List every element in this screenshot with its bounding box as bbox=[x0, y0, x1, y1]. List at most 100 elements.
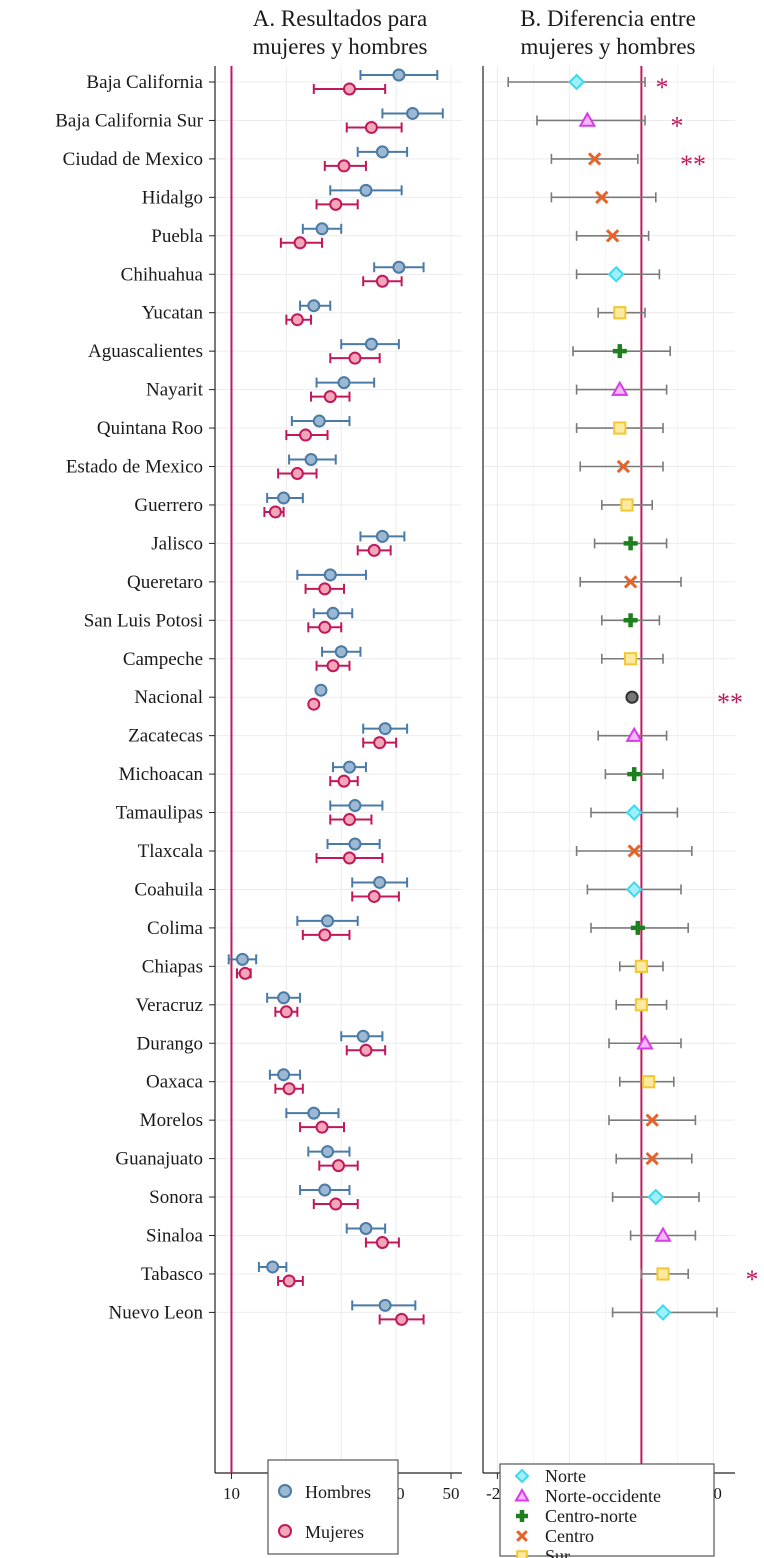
point-hombres bbox=[392, 260, 406, 274]
point-hombres bbox=[277, 991, 291, 1005]
legend-b-marker-centro-norte bbox=[516, 1510, 528, 1522]
point-hombres bbox=[406, 106, 420, 120]
point-hombres bbox=[356, 1029, 370, 1043]
state-label: Tamaulipas bbox=[116, 803, 203, 824]
state-label: Baja California Sur bbox=[55, 110, 203, 131]
legend-b-marker-sur bbox=[516, 1550, 528, 1558]
diff-point-centro bbox=[587, 152, 602, 166]
point-mujeres bbox=[373, 736, 387, 750]
point-mujeres bbox=[359, 1043, 373, 1057]
point-mujeres bbox=[293, 236, 307, 250]
diff-point-norte bbox=[625, 881, 643, 898]
legend-a-marker-hombres bbox=[278, 1484, 292, 1498]
point-hombres bbox=[373, 875, 387, 889]
diff-point-norte-occidente bbox=[611, 380, 629, 396]
point-mujeres bbox=[337, 159, 351, 173]
point-mujeres bbox=[307, 697, 321, 711]
diff-point-centro bbox=[645, 1113, 659, 1127]
legend-a-label-mujeres: Mujeres bbox=[305, 1522, 364, 1542]
state-label: Morelos bbox=[140, 1110, 203, 1131]
legend-b-marker-centro bbox=[516, 1530, 528, 1542]
diff-point-nacional bbox=[625, 690, 639, 704]
diff-point-sur bbox=[634, 959, 648, 973]
point-mujeres bbox=[323, 390, 337, 404]
point-mujeres bbox=[290, 467, 304, 480]
state-label: Nacional bbox=[134, 687, 203, 708]
state-label: Guanajuato bbox=[115, 1149, 203, 1170]
state-label: Baja California bbox=[86, 72, 203, 93]
diff-point-centro bbox=[605, 229, 620, 243]
legend-b-label-sur: Sur bbox=[545, 1546, 570, 1558]
panel-a-title-line-1: A. Resultados para bbox=[253, 6, 427, 31]
significance-marker: * bbox=[671, 111, 684, 140]
significance-marker: ** bbox=[680, 150, 706, 179]
significance-marker: * bbox=[746, 1265, 759, 1294]
legend-a-box bbox=[267, 1459, 399, 1555]
point-mujeres bbox=[318, 620, 332, 634]
state-label: Aguascalientes bbox=[88, 341, 203, 362]
state-label: Estado de Mexico bbox=[66, 457, 203, 478]
diff-point-norte-occidente bbox=[654, 1226, 672, 1242]
point-mujeres bbox=[375, 274, 389, 288]
point-hombres bbox=[337, 376, 351, 390]
point-hombres bbox=[304, 453, 318, 466]
point-mujeres bbox=[282, 1274, 296, 1288]
point-mujeres bbox=[342, 851, 356, 865]
legend-b-marker-norte-occidente bbox=[514, 1487, 530, 1502]
panel-a-xtick-label: 10 bbox=[223, 1484, 240, 1503]
point-mujeres bbox=[238, 966, 252, 980]
state-label: Quintana Roo bbox=[97, 418, 203, 439]
point-mujeres bbox=[364, 120, 378, 134]
point-mujeres bbox=[375, 1236, 389, 1249]
state-label: Sonora bbox=[149, 1187, 203, 1208]
diff-point-norte bbox=[625, 804, 643, 821]
point-mujeres bbox=[342, 82, 356, 96]
point-hombres bbox=[375, 529, 389, 543]
point-hombres bbox=[378, 722, 392, 736]
diff-point-sur bbox=[624, 652, 638, 666]
diff-point-norte-occidente bbox=[578, 111, 597, 127]
point-mujeres bbox=[279, 1005, 293, 1019]
significance-marker: ** bbox=[717, 688, 743, 717]
point-mujeres bbox=[342, 813, 356, 827]
state-label: Nayarit bbox=[146, 380, 204, 401]
state-label: Veracruz bbox=[135, 995, 203, 1016]
state-label: Tabasco bbox=[141, 1264, 203, 1285]
point-hombres bbox=[312, 414, 326, 428]
point-hombres bbox=[364, 337, 378, 351]
state-label: Jalisco bbox=[151, 533, 203, 554]
legend-b-label-norte-occidente: Norte-occidente bbox=[545, 1486, 661, 1506]
state-label: Chiapas bbox=[142, 956, 203, 977]
point-mujeres bbox=[290, 313, 304, 327]
diff-point-norte-occidente bbox=[636, 1034, 654, 1050]
panel-b-title-line-1: B. Diferencia entre bbox=[520, 6, 696, 31]
state-label: Nuevo Leon bbox=[109, 1302, 204, 1323]
point-hombres bbox=[342, 760, 356, 774]
point-hombres bbox=[392, 68, 406, 82]
point-mujeres bbox=[367, 543, 381, 557]
legend-panel-b: Norte Norte-occidente Centro-norte Centr… bbox=[499, 1463, 715, 1558]
legend-b-label-centro-norte: Centro-norte bbox=[545, 1506, 637, 1526]
state-label: Zacatecas bbox=[128, 726, 203, 747]
diff-point-centro-norte bbox=[623, 536, 638, 551]
diff-point-centro bbox=[645, 1151, 659, 1166]
point-mujeres bbox=[315, 1120, 329, 1134]
state-label: Oaxaca bbox=[146, 1072, 204, 1093]
state-labels: Baja California Baja California Sur Ciudad… bbox=[55, 72, 215, 1323]
state-label: Durango bbox=[137, 1033, 203, 1054]
state-label: Colima bbox=[147, 918, 204, 939]
state-label: Sinaloa bbox=[146, 1226, 204, 1247]
diff-point-sur bbox=[613, 306, 627, 320]
diff-point-sur bbox=[642, 1075, 656, 1089]
point-hombres bbox=[277, 1068, 291, 1082]
point-hombres bbox=[321, 1145, 335, 1159]
state-label: Yucatan bbox=[142, 303, 204, 324]
point-hombres bbox=[326, 606, 340, 620]
legend-a-label-hombres: Hombres bbox=[305, 1482, 371, 1502]
point-hombres bbox=[359, 183, 373, 197]
point-mujeres bbox=[337, 774, 351, 788]
state-label: Campeche bbox=[123, 649, 203, 670]
point-mujeres bbox=[329, 1197, 343, 1211]
legend-b-label-centro: Centro bbox=[545, 1526, 594, 1546]
